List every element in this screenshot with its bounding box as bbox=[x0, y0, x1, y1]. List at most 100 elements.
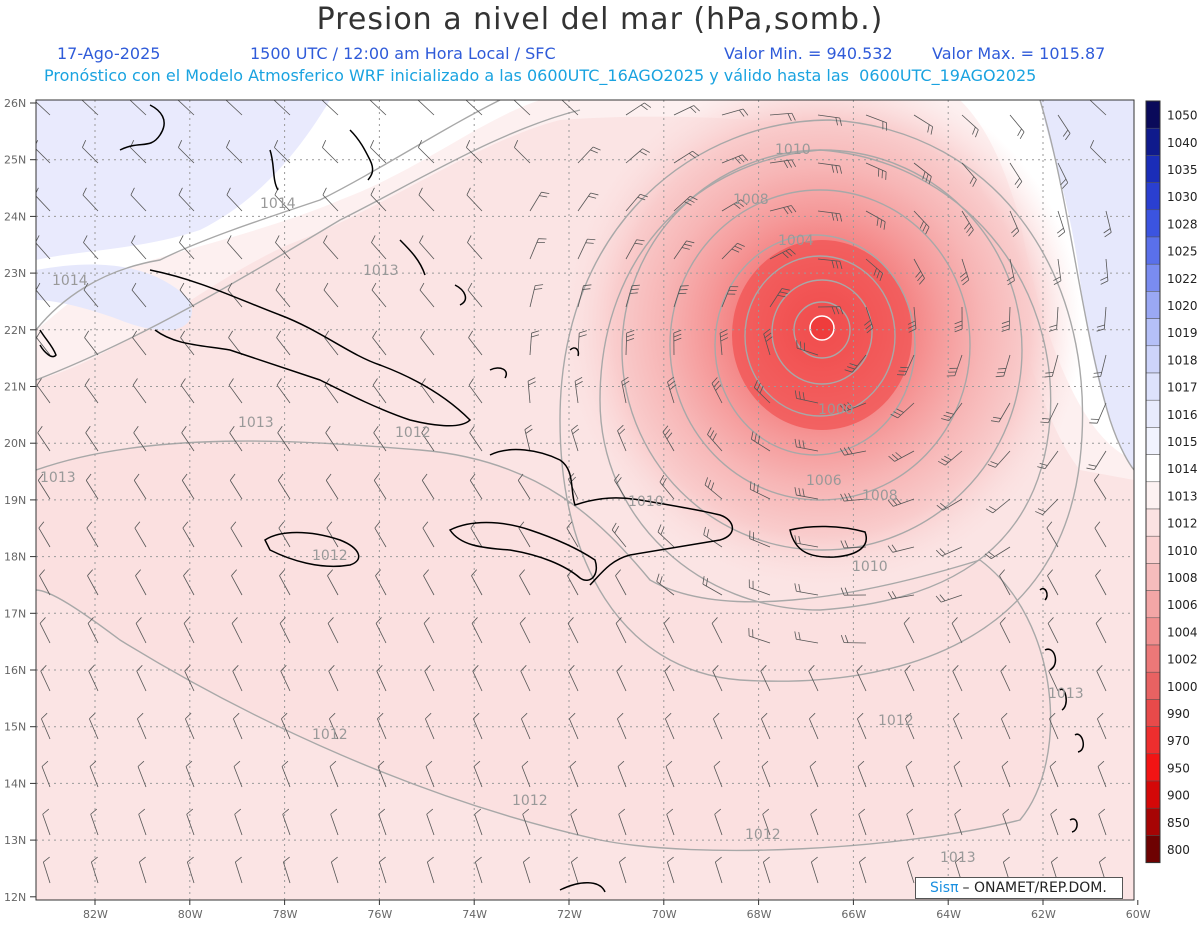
colorbar-label: 990 bbox=[1167, 707, 1190, 721]
wind-barb bbox=[1009, 210, 1020, 238]
model-info: Pronóstico con el Modelo Atmosferico WRF… bbox=[44, 66, 1037, 85]
wind-barb bbox=[666, 856, 675, 884]
wind-barb bbox=[904, 665, 915, 692]
wind-barb bbox=[186, 808, 195, 836]
colorbar-swatch bbox=[1145, 644, 1161, 673]
colorbar-label: 1004 bbox=[1167, 625, 1198, 639]
band-1012 bbox=[36, 441, 1051, 851]
band-1015-nw bbox=[36, 100, 330, 260]
coast-cuba-west bbox=[39, 329, 57, 358]
wind-barb bbox=[938, 450, 963, 466]
wind-barb bbox=[179, 235, 195, 260]
latitude-labels: 26N 25N 24N 23N 22N 21N 20N 19N 18N 17N 16N 15N 14N 1… bbox=[4, 97, 36, 904]
wind-barb bbox=[904, 712, 915, 740]
wind-barb bbox=[913, 162, 932, 185]
wind-barb bbox=[273, 100, 291, 116]
wind-barb bbox=[372, 330, 387, 356]
wind-barb bbox=[329, 760, 339, 788]
coast-caicos bbox=[569, 347, 580, 357]
wind-barb bbox=[376, 665, 387, 692]
wind-barb bbox=[1037, 450, 1059, 470]
wind-barb bbox=[1048, 306, 1059, 332]
wind-barb bbox=[615, 569, 627, 596]
wind-barb bbox=[1047, 569, 1059, 596]
wind-barb bbox=[322, 140, 339, 164]
longitude-labels: 82W 80W 78W 76W 74W 72W 70W 68W 66W 64W 62W 60W bbox=[83, 900, 1151, 921]
wind-barb bbox=[37, 473, 51, 500]
wind-barb bbox=[1047, 617, 1059, 644]
wind-barb bbox=[327, 569, 339, 596]
wind-barb bbox=[136, 712, 147, 740]
wind-barb bbox=[178, 140, 195, 164]
wind-barb bbox=[40, 665, 51, 692]
wind-barb bbox=[657, 524, 675, 548]
colorbar-swatch bbox=[1145, 753, 1161, 782]
wind-barb bbox=[935, 546, 963, 557]
credit-brand: Sisπ bbox=[930, 880, 959, 896]
wind-barb bbox=[325, 426, 339, 452]
wind-barb bbox=[616, 712, 627, 740]
lat-label: 21N bbox=[4, 381, 26, 394]
wind-barb bbox=[769, 205, 797, 215]
wind-barb bbox=[282, 808, 291, 836]
wind-barb bbox=[656, 573, 675, 596]
wind-barb bbox=[954, 808, 963, 836]
lon-label: 62W bbox=[1031, 908, 1056, 921]
wind-barb bbox=[36, 282, 51, 308]
coast-south-america bbox=[559, 882, 606, 893]
lat-lon-grid bbox=[36, 100, 1134, 900]
colorbar-swatch bbox=[1145, 263, 1161, 292]
forecast-time: 1500 UTC / 12:00 am Hora Local / SFC bbox=[250, 44, 556, 63]
wind-barb bbox=[41, 712, 51, 740]
wind-barb bbox=[844, 354, 867, 373]
wind-barb bbox=[417, 100, 435, 116]
wind-barb bbox=[721, 154, 749, 164]
wind-barb bbox=[794, 438, 819, 452]
wind-barb bbox=[748, 628, 771, 644]
wind-barb bbox=[419, 235, 435, 260]
isobar-label: 1013 bbox=[1048, 686, 1084, 702]
wind-barb bbox=[794, 583, 819, 596]
wind-barb bbox=[625, 239, 645, 260]
wind-barb bbox=[424, 712, 435, 740]
lat-label: 23N bbox=[4, 267, 26, 280]
wind-barb bbox=[719, 329, 729, 356]
wind-barb bbox=[138, 808, 147, 836]
wind-barb bbox=[959, 258, 970, 286]
wind-barb bbox=[995, 354, 1011, 378]
wind-barb bbox=[714, 808, 723, 836]
wind-barb bbox=[1098, 808, 1107, 836]
wind-barb bbox=[424, 665, 435, 692]
wind-barb bbox=[423, 569, 435, 596]
wind-barb bbox=[673, 195, 698, 212]
isobar-label: 1013 bbox=[363, 263, 399, 279]
colorbar-label: 900 bbox=[1167, 789, 1190, 803]
wind-barb bbox=[471, 569, 483, 596]
lat-label: 24N bbox=[4, 210, 26, 223]
wind-barb bbox=[231, 617, 243, 644]
wind-barb bbox=[421, 426, 435, 452]
wind-barb bbox=[952, 665, 963, 692]
coast-florida bbox=[119, 104, 165, 151]
wind-barb bbox=[227, 282, 243, 308]
wind-barb bbox=[961, 114, 979, 138]
wind-barb bbox=[234, 856, 243, 884]
wind-barb bbox=[132, 330, 147, 356]
wind-barb bbox=[520, 665, 531, 692]
wind-barb bbox=[721, 242, 745, 260]
coast-islands-1 bbox=[1039, 588, 1048, 601]
coast-islands-3 bbox=[1059, 688, 1067, 711]
wind-barb bbox=[985, 498, 1011, 514]
isobar-label: 1012 bbox=[745, 827, 781, 843]
wind-barb bbox=[327, 617, 339, 644]
wind-barb bbox=[810, 808, 819, 836]
wind-barb bbox=[421, 473, 435, 500]
wind-barb bbox=[618, 808, 627, 836]
wind-barb bbox=[226, 187, 243, 212]
wind-barb bbox=[275, 282, 291, 308]
wind-barb bbox=[625, 148, 650, 164]
wind-barb bbox=[83, 282, 99, 308]
isobar-label: 1000 bbox=[818, 402, 854, 418]
lon-label: 66W bbox=[841, 908, 866, 921]
